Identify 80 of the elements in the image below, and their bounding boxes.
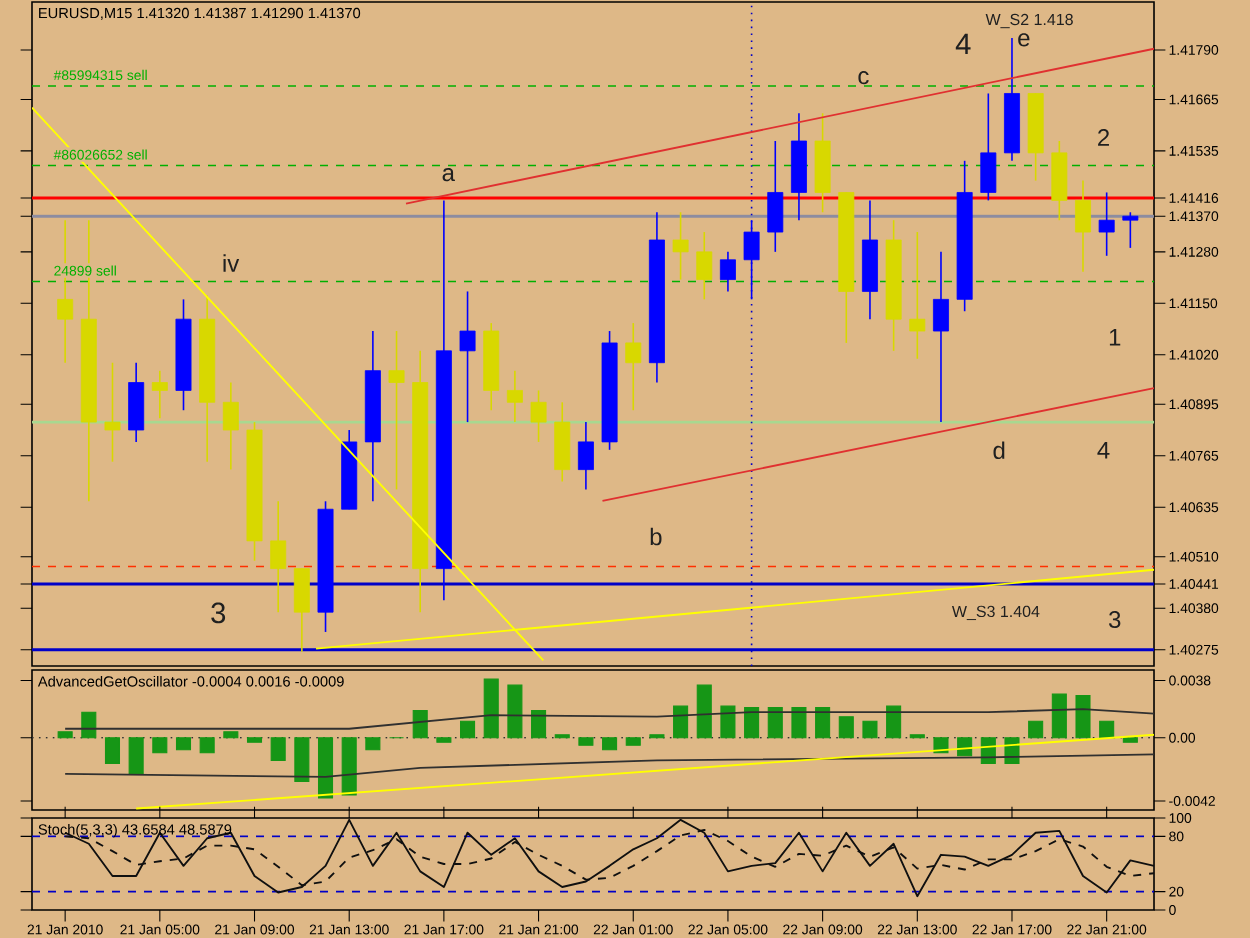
candlestick xyxy=(577,421,594,491)
candlestick xyxy=(625,322,642,412)
bar xyxy=(175,737,192,751)
candlestick xyxy=(270,500,287,613)
candlestick xyxy=(933,251,949,423)
bar xyxy=(270,737,286,761)
bar xyxy=(317,737,334,799)
candlestick xyxy=(909,231,926,360)
bar xyxy=(1028,720,1044,739)
annotation: 4 xyxy=(955,33,971,54)
bar xyxy=(199,737,215,754)
candlestick xyxy=(1098,191,1115,257)
annotation: d xyxy=(993,441,1005,460)
bar xyxy=(436,737,452,743)
bar xyxy=(223,731,239,739)
annotation: a xyxy=(442,168,455,182)
line-series xyxy=(64,753,1155,778)
bar xyxy=(767,707,783,739)
candlestick xyxy=(506,369,523,423)
bar xyxy=(744,707,760,739)
bar xyxy=(460,720,476,739)
annotation: W_S3 1.404 xyxy=(951,605,1040,621)
candlestick xyxy=(1122,211,1139,249)
bar xyxy=(1075,695,1091,739)
bar xyxy=(602,737,618,751)
annotation: 1 xyxy=(1109,329,1121,346)
bar xyxy=(507,684,523,739)
bar xyxy=(1051,693,1067,739)
bar xyxy=(294,737,310,782)
line-series xyxy=(64,708,1155,730)
candlestick xyxy=(104,361,121,463)
bar xyxy=(531,710,547,739)
bar xyxy=(673,705,689,739)
bar xyxy=(341,737,357,796)
bar xyxy=(412,710,428,739)
candlestick xyxy=(554,401,571,483)
annotation: 2 xyxy=(1098,129,1109,146)
candlestick xyxy=(459,290,476,423)
annotation: 3 xyxy=(1108,611,1121,629)
annotation: iv xyxy=(223,254,240,272)
bar xyxy=(696,684,712,739)
candlestick xyxy=(980,92,997,202)
candlestick xyxy=(388,330,405,491)
bar xyxy=(104,737,121,764)
candlestick xyxy=(1051,140,1068,221)
bar xyxy=(483,678,499,739)
candlestick xyxy=(672,211,689,281)
bar xyxy=(862,720,878,739)
bar xyxy=(152,737,168,754)
bar xyxy=(838,716,854,739)
bar xyxy=(1099,720,1115,739)
bar xyxy=(578,737,594,746)
bar xyxy=(957,737,973,757)
annotation: b xyxy=(650,527,662,546)
annotation: c xyxy=(858,71,869,85)
bar xyxy=(625,737,641,746)
bar xyxy=(1122,737,1138,743)
bar xyxy=(886,705,902,739)
candlestick xyxy=(128,361,145,443)
bar xyxy=(246,737,263,743)
bar xyxy=(128,737,144,775)
candlestick xyxy=(1075,179,1091,273)
bar xyxy=(815,707,831,739)
candlestick xyxy=(222,381,239,471)
candlestick xyxy=(151,369,168,419)
annotation: e xyxy=(1018,33,1030,47)
candlestick xyxy=(743,219,760,301)
candlestick xyxy=(719,251,736,293)
annotation: 3 xyxy=(211,602,226,624)
candlestick xyxy=(767,140,784,253)
bar xyxy=(791,707,807,739)
candlestick xyxy=(293,567,310,653)
annotation: 4 xyxy=(1097,441,1110,459)
candlestick xyxy=(696,231,713,301)
annotation: W_S2 1.418 xyxy=(985,13,1073,29)
bar xyxy=(57,731,73,739)
bar xyxy=(81,711,97,739)
bar xyxy=(720,705,736,739)
bar xyxy=(365,737,381,751)
candlestick xyxy=(530,389,547,443)
